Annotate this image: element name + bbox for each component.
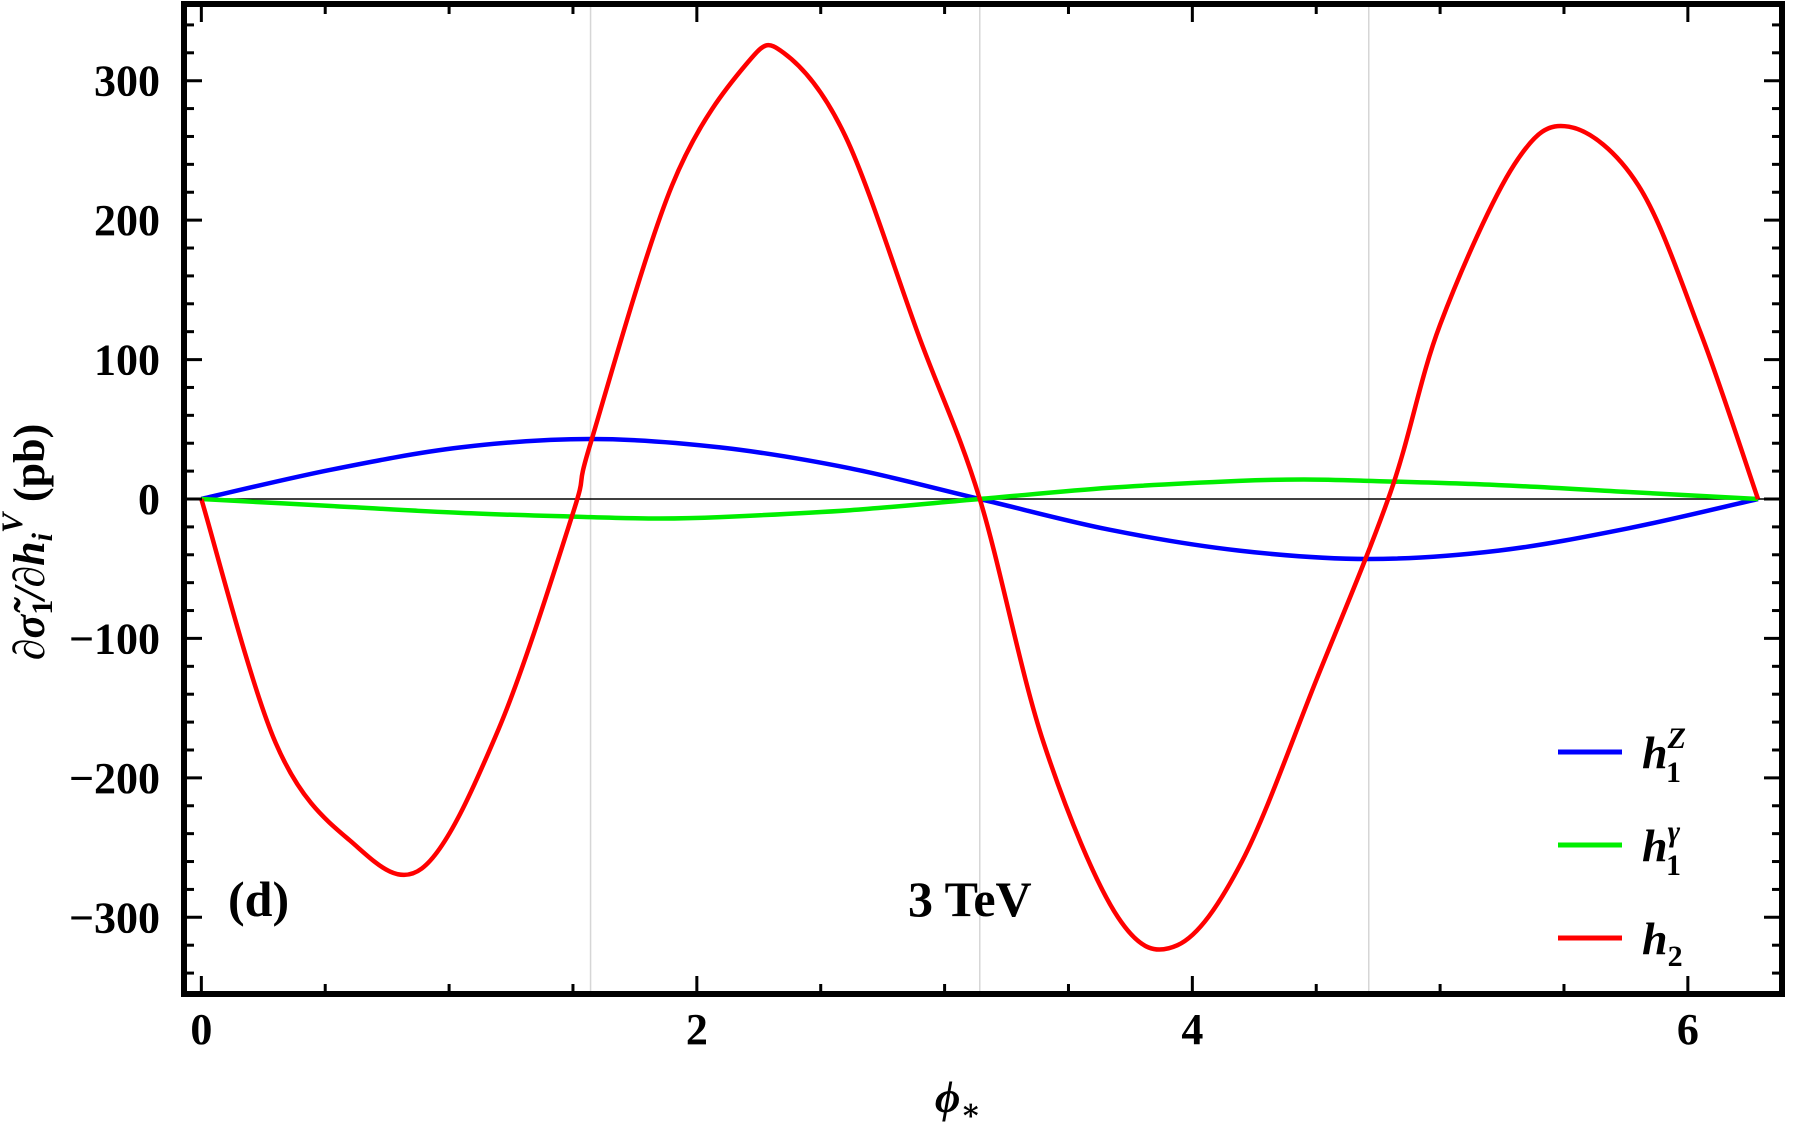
y-tick-label: 100 bbox=[94, 336, 160, 385]
y-tick-label: 300 bbox=[94, 57, 160, 106]
x-tick-label: 0 bbox=[190, 1005, 212, 1054]
legend: hZ 1 hγ 1 h2 bbox=[1558, 722, 1686, 973]
y-tick-label: −200 bbox=[69, 754, 160, 803]
y-axis-title-mid: /∂h bbox=[5, 541, 54, 602]
y-axis-title-sub2: i bbox=[26, 532, 59, 541]
series-line-h2 bbox=[199, 42, 1761, 952]
x-tick-label: 6 bbox=[1677, 1005, 1699, 1054]
y-axis-title: ∂σ̃1/∂hiV (pb) bbox=[0, 424, 59, 661]
y-tick-label: 0 bbox=[138, 475, 160, 524]
x-tick-label: 2 bbox=[686, 1005, 708, 1054]
x-axis-title: ϕ∗ bbox=[935, 1073, 981, 1124]
panel-label: (d) bbox=[228, 871, 289, 927]
x-tick-label: 4 bbox=[1181, 1005, 1203, 1054]
legend-label-h2: h2 bbox=[1642, 913, 1683, 973]
legend-label-h1Z: hZ 1 bbox=[1642, 722, 1686, 789]
energy-annotation: 3 TeV bbox=[908, 871, 1032, 927]
tick-labels: 0 2 4 6 −300 −200 −100 0 100 200 300 bbox=[69, 57, 1699, 1054]
x-axis-title-sub: ∗ bbox=[960, 1094, 981, 1124]
series-lines bbox=[199, 42, 1761, 952]
y-axis-title-sub1: 1 bbox=[26, 600, 59, 615]
axis-ticks bbox=[184, 4, 1782, 994]
y-axis-title-unit: (pb) bbox=[5, 424, 54, 513]
y-tick-label: 200 bbox=[94, 196, 160, 245]
y-axis-title-sup: V bbox=[0, 510, 29, 533]
y-tick-label: −300 bbox=[69, 893, 160, 942]
legend-label-h1gamma: hγ 1 bbox=[1642, 815, 1681, 882]
x-axis-title-base: ϕ bbox=[935, 1073, 960, 1122]
y-tick-label: −100 bbox=[69, 614, 160, 663]
